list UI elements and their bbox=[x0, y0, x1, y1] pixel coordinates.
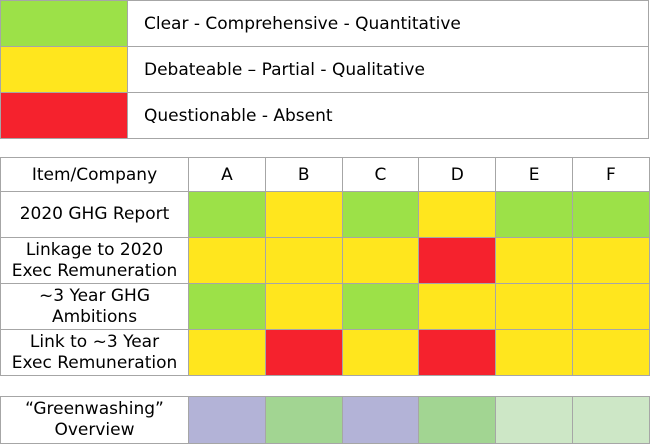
legend-swatch-yellow bbox=[0, 46, 128, 93]
row-label-line: Link to ~3 Year bbox=[29, 331, 160, 352]
overview-label-line: “Greenwashing” bbox=[25, 399, 164, 419]
rating-cell-yellow bbox=[188, 237, 266, 284]
rating-cell-yellow bbox=[264, 237, 343, 284]
row-label: 2020 GHG Report bbox=[0, 191, 189, 238]
legend-label: Debateable – Partial - Qualitative bbox=[127, 46, 649, 93]
rating-cell-yellow bbox=[571, 283, 650, 330]
legend-row: Debateable – Partial - Qualitative bbox=[0, 46, 649, 93]
legend-row: Questionable - Absent bbox=[0, 92, 649, 139]
overview-cell-mid_green bbox=[264, 396, 343, 444]
rating-cell-red bbox=[418, 237, 497, 284]
rating-cell-red bbox=[264, 329, 343, 376]
rating-cell-yellow bbox=[341, 329, 420, 376]
company-header: B bbox=[264, 157, 343, 192]
rating-cell-yellow bbox=[418, 191, 497, 238]
greenwashing-overview-table: “Greenwashing” Overview bbox=[0, 396, 650, 444]
legend-label: Clear - Comprehensive - Quantitative bbox=[127, 0, 649, 47]
corner-header: Item/Company bbox=[0, 157, 189, 192]
overview-cell-light_green bbox=[571, 396, 650, 444]
legend-body: Clear - Comprehensive - Quantitative Deba… bbox=[0, 0, 649, 139]
rating-cell-red bbox=[418, 329, 497, 376]
row-label-line: Exec Remuneration bbox=[11, 352, 178, 373]
overview-label: “Greenwashing” Overview bbox=[0, 396, 189, 444]
row-label: Linkage to 2020 Exec Remuneration bbox=[0, 237, 189, 284]
legend-label: Questionable - Absent bbox=[127, 92, 649, 139]
overview-label-line: Overview bbox=[54, 420, 135, 440]
row-label-line: ~3 Year GHG bbox=[39, 285, 150, 306]
table-row: Link to ~3 Year Exec Remuneration bbox=[0, 329, 650, 376]
rating-cell-green bbox=[188, 191, 266, 238]
rating-cell-green bbox=[571, 191, 650, 238]
company-header: E bbox=[495, 157, 573, 192]
rating-cell-yellow bbox=[571, 329, 650, 376]
rating-cell-yellow bbox=[495, 283, 573, 330]
rating-cell-yellow bbox=[341, 237, 420, 284]
legend-row: Clear - Comprehensive - Quantitative bbox=[0, 0, 649, 47]
table-row: ~3 Year GHG Ambitions bbox=[0, 283, 650, 330]
rating-cell-yellow bbox=[495, 237, 573, 284]
row-label: ~3 Year GHG Ambitions bbox=[0, 283, 189, 330]
row-label-line: Linkage to 2020 bbox=[25, 239, 164, 260]
company-header: A bbox=[188, 157, 266, 192]
rating-cell-yellow bbox=[264, 191, 343, 238]
table-row: 2020 GHG Report bbox=[0, 191, 650, 238]
rating-cell-green bbox=[341, 283, 420, 330]
row-label: Link to ~3 Year Exec Remuneration bbox=[0, 329, 189, 376]
company-header: F bbox=[571, 157, 650, 192]
legend-table: Clear - Comprehensive - Quantitative Deba… bbox=[0, 0, 649, 139]
table-row: Linkage to 2020 Exec Remuneration bbox=[0, 237, 650, 284]
overview-cell-mid_green bbox=[418, 396, 497, 444]
row-label-line: 2020 GHG Report bbox=[19, 204, 170, 224]
company-header: D bbox=[418, 157, 497, 192]
legend-swatch-green bbox=[0, 0, 128, 47]
rating-cell-yellow bbox=[495, 329, 573, 376]
rating-cell-green bbox=[495, 191, 573, 238]
row-label-line: Ambitions bbox=[51, 306, 138, 327]
rating-cell-yellow bbox=[264, 283, 343, 330]
rating-cell-yellow bbox=[418, 283, 497, 330]
legend-swatch-red bbox=[0, 92, 128, 139]
overview-cell-light_green bbox=[495, 396, 573, 444]
company-header: C bbox=[341, 157, 420, 192]
row-label-line: Exec Remuneration bbox=[11, 260, 178, 281]
overview-cell-lavender bbox=[341, 396, 420, 444]
rating-cell-green bbox=[341, 191, 420, 238]
rating-cell-green bbox=[188, 283, 266, 330]
overview-row: “Greenwashing” Overview bbox=[0, 396, 650, 444]
rating-cell-yellow bbox=[188, 329, 266, 376]
rating-cell-yellow bbox=[571, 237, 650, 284]
overview-cell-lavender bbox=[188, 396, 266, 444]
